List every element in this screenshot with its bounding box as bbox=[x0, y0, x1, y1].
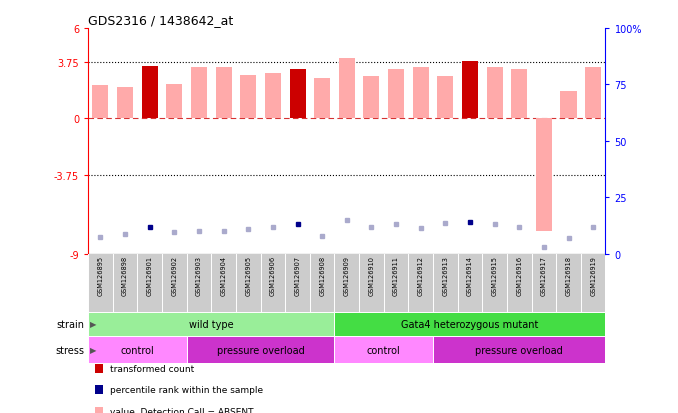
Bar bbox=[290, 69, 306, 119]
Bar bbox=[433, 337, 605, 363]
Text: GSM126902: GSM126902 bbox=[172, 256, 178, 296]
Text: GSM126919: GSM126919 bbox=[590, 256, 596, 296]
Text: GSM126918: GSM126918 bbox=[565, 256, 572, 296]
Bar bbox=[88, 337, 186, 363]
Bar bbox=[92, 86, 108, 119]
Bar bbox=[334, 337, 433, 363]
Bar bbox=[117, 88, 133, 119]
Text: pressure overload: pressure overload bbox=[475, 345, 563, 355]
Bar bbox=[462, 62, 478, 119]
Bar bbox=[186, 337, 334, 363]
Text: GSM126914: GSM126914 bbox=[467, 256, 473, 296]
Bar bbox=[536, 119, 552, 231]
Bar bbox=[142, 66, 158, 119]
Text: GSM126911: GSM126911 bbox=[393, 256, 399, 296]
Bar bbox=[166, 84, 182, 119]
Text: GSM126910: GSM126910 bbox=[368, 256, 374, 296]
Text: Gata4 heterozygous mutant: Gata4 heterozygous mutant bbox=[401, 319, 538, 329]
Text: control: control bbox=[367, 345, 401, 355]
Text: GSM126905: GSM126905 bbox=[245, 256, 252, 296]
Text: GDS2316 / 1438642_at: GDS2316 / 1438642_at bbox=[88, 14, 233, 27]
Text: GSM126917: GSM126917 bbox=[541, 256, 547, 296]
Bar bbox=[314, 78, 330, 119]
Bar bbox=[487, 68, 502, 119]
Bar bbox=[191, 68, 207, 119]
Text: ▶: ▶ bbox=[90, 346, 97, 354]
Text: GSM126895: GSM126895 bbox=[98, 256, 104, 296]
Text: GSM126901: GSM126901 bbox=[146, 256, 153, 296]
Bar bbox=[511, 69, 527, 119]
Bar bbox=[561, 92, 576, 119]
Text: stress: stress bbox=[56, 345, 85, 355]
Bar bbox=[339, 59, 355, 119]
Text: transformed count: transformed count bbox=[110, 364, 194, 373]
Text: GSM126915: GSM126915 bbox=[492, 256, 498, 296]
Bar bbox=[88, 312, 334, 337]
Bar bbox=[265, 74, 281, 119]
Bar bbox=[334, 312, 605, 337]
Text: GSM126904: GSM126904 bbox=[220, 256, 226, 296]
Bar bbox=[363, 77, 380, 119]
Bar bbox=[240, 76, 256, 119]
Bar bbox=[216, 68, 232, 119]
Text: value, Detection Call = ABSENT: value, Detection Call = ABSENT bbox=[110, 407, 254, 413]
Text: percentile rank within the sample: percentile rank within the sample bbox=[110, 385, 263, 394]
Text: GSM126912: GSM126912 bbox=[418, 256, 424, 296]
Text: GSM126909: GSM126909 bbox=[344, 256, 350, 296]
Text: GSM126916: GSM126916 bbox=[516, 256, 522, 296]
Bar bbox=[413, 68, 428, 119]
Bar bbox=[388, 69, 404, 119]
Text: control: control bbox=[121, 345, 155, 355]
Bar bbox=[437, 77, 454, 119]
Text: GSM126898: GSM126898 bbox=[122, 256, 128, 296]
Text: GSM126907: GSM126907 bbox=[294, 256, 300, 296]
Text: ▶: ▶ bbox=[90, 320, 97, 329]
Bar bbox=[585, 68, 601, 119]
Text: wild type: wild type bbox=[189, 319, 234, 329]
Text: GSM126906: GSM126906 bbox=[270, 256, 276, 296]
Text: GSM126903: GSM126903 bbox=[196, 256, 202, 296]
Text: GSM126913: GSM126913 bbox=[442, 256, 448, 296]
Text: strain: strain bbox=[57, 319, 85, 329]
Text: GSM126908: GSM126908 bbox=[319, 256, 325, 296]
Text: pressure overload: pressure overload bbox=[217, 345, 304, 355]
